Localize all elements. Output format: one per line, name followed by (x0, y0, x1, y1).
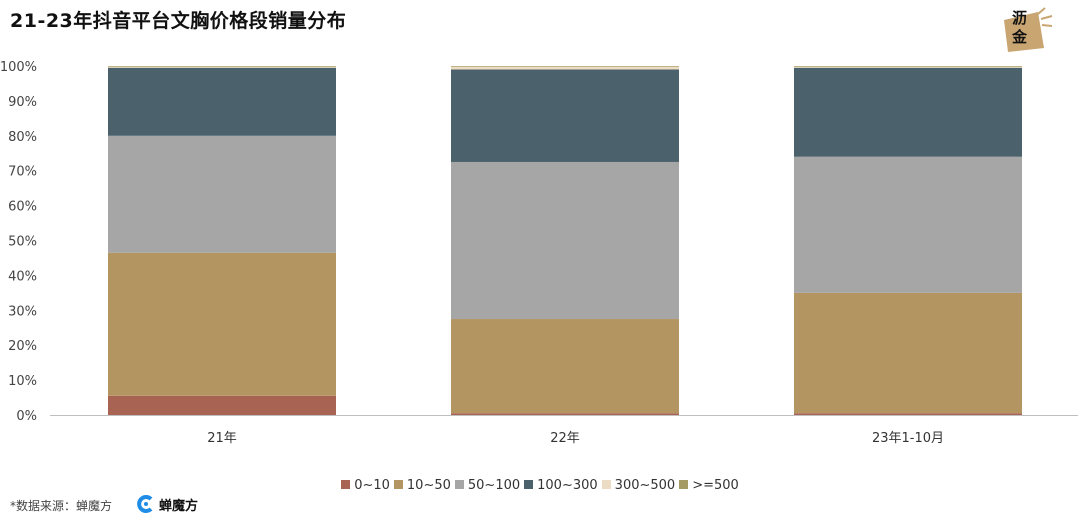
bar-segment (451, 66, 679, 70)
bar-segment (108, 67, 336, 136)
bar-segment (108, 66, 336, 68)
y-tick-label: 100% (0, 60, 37, 75)
bar-segment (794, 66, 1022, 67)
stacked-bar-chart: 0% 10% 20% 30% 40% 50% 60% 70% 80% 90% 100% 21年 22年 2… (0, 60, 1078, 446)
logo-badge-icon (1004, 7, 1053, 52)
brand-mark: 蝉魔方 (137, 494, 198, 514)
bar-segment (108, 66, 336, 67)
legend-swatch (679, 480, 689, 489)
legend-item: 100~300 (524, 478, 598, 493)
logo-char-2: 金 (1012, 28, 1028, 46)
bar-segment (108, 252, 336, 396)
y-tick-label: 40% (8, 269, 37, 284)
bar-segment (451, 413, 679, 415)
legend-swatch (341, 480, 351, 489)
bar-segment (451, 161, 679, 320)
bar-segment (794, 156, 1022, 293)
bar-segment (108, 135, 336, 253)
chanmofang-logo-icon (137, 495, 153, 513)
bar-segment (108, 395, 336, 415)
bar-segment (451, 66, 679, 67)
legend-swatch (454, 480, 464, 489)
data-source-note: *数据来源：蝉魔方 (10, 499, 113, 513)
legend-label: >=500 (692, 478, 739, 493)
brand-name: 蝉魔方 (159, 498, 199, 514)
chart-legend: 0~10 10~50 50~100 100~300 300~500 >=500 (0, 478, 1080, 493)
y-tick-label: 90% (8, 95, 37, 110)
y-tick-label: 20% (8, 339, 37, 354)
y-tick-label: 70% (8, 165, 37, 180)
legend-label: 300~500 (614, 478, 676, 493)
y-tick-label: 10% (8, 374, 37, 389)
legend-label: 10~50 (406, 478, 451, 493)
legend-item: 0~10 (341, 478, 390, 493)
y-tick-label: 60% (8, 200, 37, 215)
logo-char-1: 沥 (1012, 9, 1028, 27)
y-tick-label: 80% (8, 130, 37, 145)
bar-segment (794, 67, 1022, 157)
legend-swatch (601, 480, 611, 489)
bar-segment (451, 69, 679, 162)
legend-item: >=500 (679, 478, 739, 493)
legend-item: 10~50 (393, 478, 451, 493)
y-tick-label: 50% (8, 235, 37, 250)
x-tick-label: 22年 (550, 431, 580, 446)
x-tick-label: 21年 (207, 431, 237, 446)
bar-segment (794, 66, 1022, 68)
chart-title: 21-23年抖音平台文胸价格段销量分布 (10, 10, 347, 32)
legend-item: 300~500 (601, 478, 676, 493)
legend-swatch (393, 480, 403, 489)
legend-label: 0~10 (354, 478, 390, 493)
bar-segment (451, 319, 679, 414)
legend-swatch (524, 480, 534, 489)
bar-segment (794, 413, 1022, 415)
bar-segment (794, 292, 1022, 414)
brand-logo: 沥 金 (998, 4, 1058, 54)
y-tick-label: 0% (16, 409, 37, 424)
y-tick-label: 30% (8, 304, 37, 319)
legend-label: 50~100 (467, 478, 521, 493)
legend-label: 100~300 (537, 478, 598, 493)
legend-item: 50~100 (454, 478, 521, 493)
x-tick-label: 23年1-10月 (872, 431, 944, 446)
